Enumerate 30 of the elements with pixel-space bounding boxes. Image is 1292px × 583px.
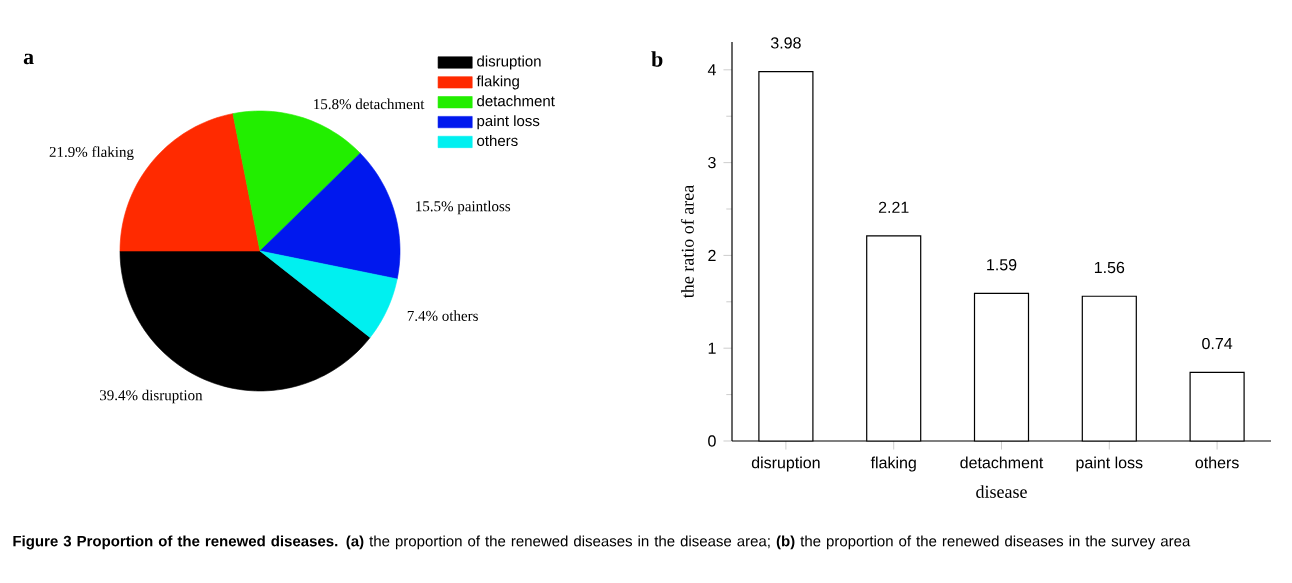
- legend-label: others: [477, 135, 518, 147]
- x-tick-label: flaking: [870, 456, 916, 472]
- y-tick-label: 4: [707, 64, 716, 76]
- legend-label: paint loss: [477, 115, 540, 130]
- x-tick-label: paint loss: [1076, 456, 1143, 472]
- text: a: [23, 53, 34, 65]
- data-label: 1.59: [987, 259, 1017, 271]
- legend-label: detachment: [477, 95, 555, 107]
- x-tick-label: detachment: [960, 456, 1044, 469]
- legend-label: flaking: [476, 75, 519, 90]
- text: b: [651, 51, 663, 67]
- data-label: 15.8% detachment: [314, 98, 425, 110]
- legend-label: disruption: [477, 55, 541, 70]
- data-label: 21.9% flaking: [49, 146, 134, 161]
- data-label: 0.74: [1202, 337, 1233, 350]
- x-tick-label: others: [1195, 456, 1239, 469]
- data-label: 2.21: [878, 201, 909, 213]
- x-axis-title: disease: [976, 485, 1027, 498]
- y-tick-label: 2: [708, 249, 716, 261]
- y-tick-label: 0: [708, 435, 716, 447]
- text: Figure 3 Proportion of the renewed diseases. (a) the proportion of the renewed diseases in the disease area; (b) the proportion of the renewed diseases in the survey area: [13, 535, 1191, 550]
- x-tick-label: disruption: [751, 456, 820, 472]
- data-label: 7.4% others: [407, 310, 478, 321]
- y-axis-title: the ratio of area: [680, 185, 694, 299]
- data-label: 1.56: [1094, 261, 1125, 274]
- data-label: 3.98: [770, 37, 801, 49]
- y-tick-label: 3: [708, 156, 716, 169]
- data-label: 39.4% disruption: [99, 389, 203, 404]
- data-label: 15.5% paintloss: [416, 200, 511, 215]
- y-tick-label: 1: [708, 342, 716, 354]
